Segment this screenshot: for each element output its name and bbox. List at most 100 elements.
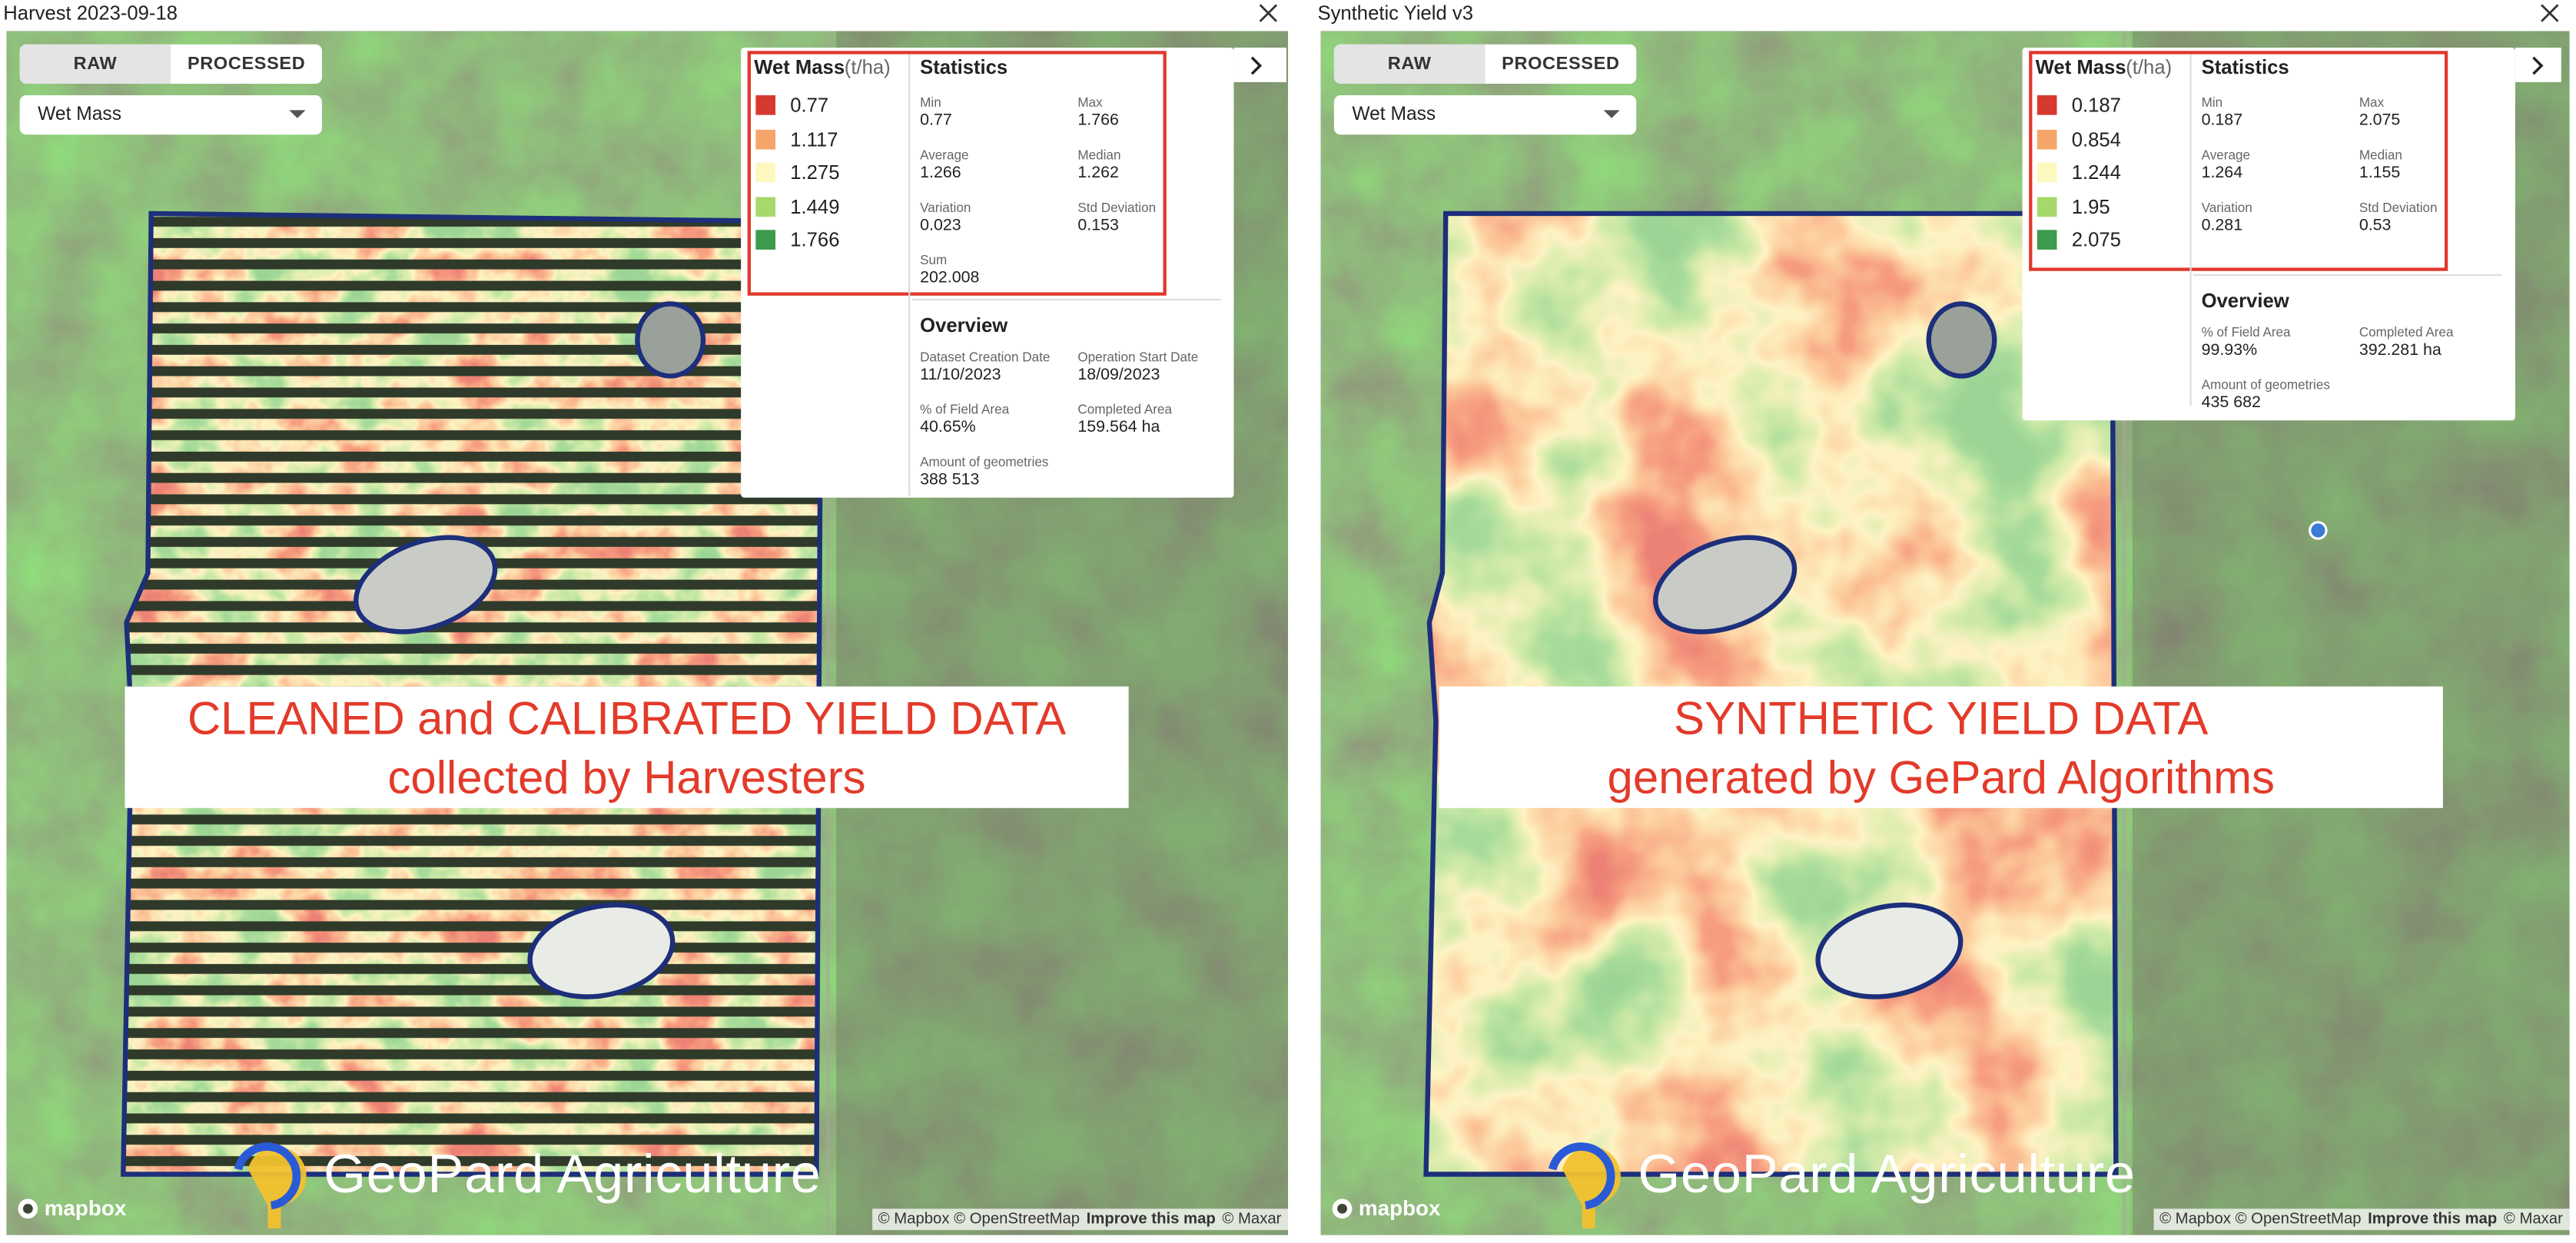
dropdown-caret — [1603, 110, 1620, 118]
stat-label: Completed Area — [1077, 402, 1173, 417]
banner-line: CLEANED and CALIBRATED YIELD DATA — [187, 693, 1067, 744]
stat-label: Amount of geometries — [2201, 376, 2330, 392]
stat-value: 40.65% — [920, 419, 976, 437]
overview-title: Overview — [2201, 288, 2289, 312]
attribution-item: © Maxar — [1222, 1210, 1282, 1229]
map-view: RAW PROCESSED Wet Mass Wet Mass (t/ha) 0.77 1.… — [6, 31, 1288, 1235]
legend-label: 1.95 — [2071, 194, 2110, 218]
stat-label: Sum — [920, 253, 948, 268]
stat-label: Dataset Creation Date — [920, 350, 1051, 365]
stat-value: 0.187 — [2201, 111, 2243, 130]
legend-label: 1.449 — [790, 194, 840, 218]
expand-button[interactable] — [1233, 47, 1286, 82]
window-panel: Harvest 2023-09-18 — [3, 2, 1288, 1235]
stat-label: Median — [2359, 148, 2402, 163]
legend-unit: (t/ha) — [844, 55, 891, 79]
brand-logo-text: GeoPard Agriculture — [1638, 1142, 2136, 1204]
toggle-button[interactable]: PROCESSED — [1502, 54, 1620, 75]
toggle-button[interactable]: RAW — [1333, 44, 1486, 85]
stat-value: 159.564 ha — [1077, 419, 1160, 437]
panel-title: Harvest 2023-09-18 — [3, 2, 178, 25]
logo-icon — [1548, 1142, 1615, 1210]
expand-button[interactable] — [2515, 47, 2561, 82]
dropdown-caret — [289, 110, 306, 118]
legend-swatch — [2037, 230, 2057, 250]
legend-label: 1.766 — [790, 228, 840, 252]
chevron-icon — [1250, 56, 1263, 75]
mapbox-text: mapbox — [44, 1195, 127, 1221]
stat-value: 1.266 — [920, 164, 961, 183]
stat-label: Average — [920, 148, 969, 163]
stat-value: 2.075 — [2359, 111, 2401, 130]
legend-swatch — [2037, 162, 2057, 183]
attribute-dropdown[interactable]: Wet Mass — [19, 94, 322, 135]
legend-swatch — [755, 94, 776, 115]
stat-value: 435 682 — [2201, 393, 2261, 412]
view-toggle: RAW PROCESSED — [19, 44, 322, 85]
statistics-title: Statistics — [2201, 55, 2289, 79]
excluded-area — [527, 902, 676, 999]
attribution-item[interactable]: Improve this map — [2368, 1210, 2498, 1229]
stat-value: 0.281 — [2201, 217, 2243, 235]
chevron-icon — [2532, 56, 2544, 75]
stat-label: Variation — [920, 200, 971, 216]
info-card: Wet Mass (t/ha) 0.187 0.854 1.244 1.95 2.075 St… — [2022, 47, 2515, 420]
location-marker — [2309, 521, 2328, 540]
stat-label: Min — [2201, 94, 2223, 111]
mapbox-text: mapbox — [1358, 1195, 1441, 1221]
excluded-area — [635, 301, 706, 379]
legend-swatch — [2037, 128, 2057, 149]
legend-swatch — [2037, 196, 2057, 217]
window-panel: Synthetic Yield v3 — [1314, 0, 2576, 1243]
stat-label: Operation Start Date — [1077, 350, 1199, 365]
stat-label: Median — [1077, 148, 1121, 163]
dropdown-value: Wet Mass — [38, 104, 122, 125]
stat-label: Average — [2201, 148, 2250, 163]
panel-title: Synthetic Yield v3 — [1317, 2, 1473, 25]
attribute-dropdown[interactable]: Wet Mass — [1333, 94, 1637, 135]
legend-swatch — [755, 128, 776, 149]
excluded-area — [1926, 301, 1997, 379]
close-button[interactable] — [2540, 3, 2560, 23]
close-button[interactable] — [1259, 3, 1279, 23]
stat-label: Completed Area — [2359, 324, 2454, 340]
attribution-item[interactable]: Improve this map — [1086, 1210, 1216, 1229]
stat-value: 1.155 — [2359, 164, 2401, 183]
legend-label: 0.77 — [790, 93, 829, 117]
mapbox-icon — [18, 1198, 38, 1218]
mapbox-icon — [1332, 1198, 1353, 1218]
brand-logo-text: GeoPard Agriculture — [324, 1142, 822, 1204]
banner-line: SYNTHETIC YIELD DATA — [1674, 693, 2209, 744]
stat-value: 11/10/2023 — [920, 366, 1001, 385]
stat-value: 1.264 — [2201, 164, 2243, 183]
stat-value: 388 513 — [920, 471, 980, 490]
toggle-button[interactable]: RAW — [19, 44, 171, 85]
highlight-box — [2029, 51, 2448, 270]
attribution-item: © Mapbox © OpenStreetMap — [878, 1210, 1081, 1229]
annotation-banner: CLEANED and CALIBRATED YIELD DATA collect… — [124, 686, 1129, 808]
mapbox-logo: mapbox — [1331, 1195, 1441, 1221]
map-attribution: © Mapbox © OpenStreetMap Improve this map… — [871, 1208, 1288, 1231]
toggle-button[interactable]: PROCESSED — [187, 54, 306, 75]
stat-label: Min — [920, 94, 941, 111]
view-toggle: RAW PROCESSED — [1333, 44, 1637, 85]
legend-unit: (t/ha) — [2126, 55, 2173, 79]
map-attribution: © Mapbox © OpenStreetMap Improve this map… — [2153, 1208, 2570, 1231]
stat-label: Max — [2359, 94, 2385, 111]
attribution-item: © Mapbox © OpenStreetMap — [2159, 1210, 2362, 1229]
legend-label: 2.075 — [2071, 228, 2121, 252]
column-divider — [908, 54, 911, 496]
legend-title: Wet Mass — [754, 55, 845, 79]
stat-value: 99.93% — [2201, 340, 2258, 360]
stat-label: Variation — [2201, 200, 2252, 216]
highlight-box — [747, 51, 1167, 296]
stat-label: Max — [1077, 94, 1103, 111]
stat-value: 0.77 — [920, 111, 952, 130]
stat-value: 0.023 — [920, 217, 961, 235]
excluded-area — [1653, 535, 1798, 635]
legend-swatch — [755, 196, 776, 217]
section-divider — [911, 299, 1221, 301]
mapbox-logo: mapbox — [16, 1195, 126, 1220]
legend-label: 1.275 — [790, 161, 840, 184]
